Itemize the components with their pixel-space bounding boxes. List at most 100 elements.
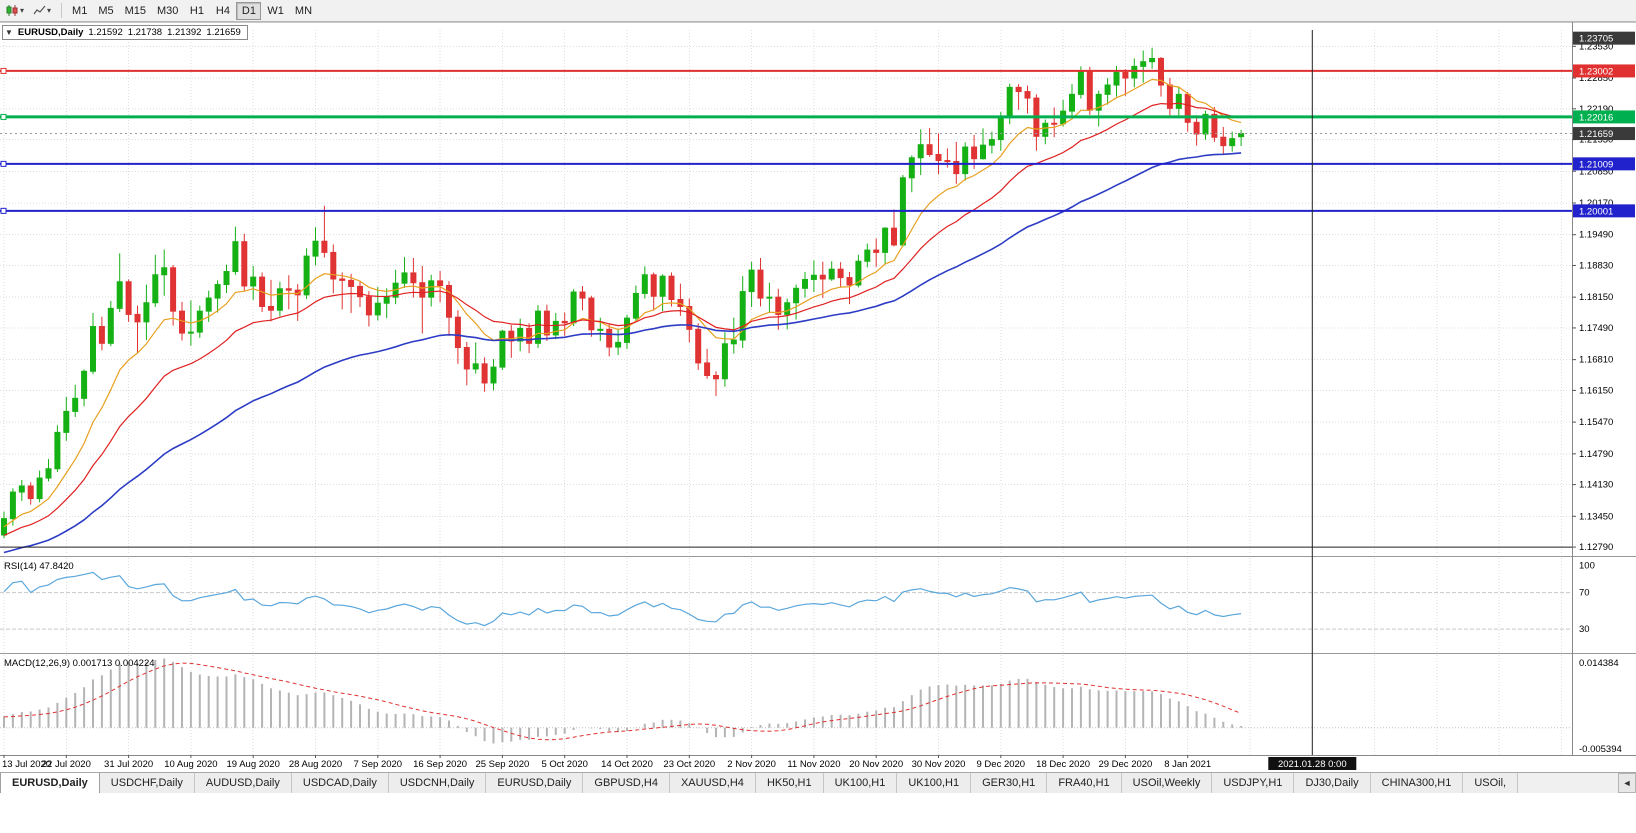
candle-body (98, 326, 105, 344)
candle-body (704, 362, 711, 376)
candle-body (1184, 93, 1191, 123)
chart-tab-FRA40-H1[interactable]: FRA40,H1 (1047, 773, 1122, 793)
date-label: 9 Dec 2020 (977, 759, 1026, 770)
candle-body (232, 241, 239, 273)
zoom-dropdown-button[interactable]: ▾ (29, 2, 55, 20)
crosshair-date-box (1268, 757, 1357, 770)
candle-body (1006, 86, 1013, 119)
chart-tab-USOil-[interactable]: USOil, (1463, 773, 1519, 793)
price-chart[interactable]: 1.23530 1.22850 1.22190 1.21530 1.20850 1.201… (0, 22, 1636, 772)
price-tick-label: 1.18150 (1579, 292, 1613, 303)
timeframe-button-H1[interactable]: H1 (184, 2, 209, 20)
candle-body (935, 153, 942, 162)
candle-body (1113, 71, 1120, 86)
timeframe-button-M30[interactable]: M30 (152, 2, 183, 20)
candle-body (535, 310, 541, 344)
chart-tab-USOil-Weekly[interactable]: USOil,Weekly (1121, 773, 1213, 793)
chart-tab-CHINA300-H1[interactable]: CHINA300,H1 (1370, 773, 1464, 793)
price-tick-label: 1.17490 (1579, 323, 1613, 334)
chart-tab-HK50-H1[interactable]: HK50,H1 (755, 773, 824, 793)
candle-body (686, 305, 693, 330)
candle-body (1175, 93, 1182, 109)
candle-body (446, 285, 452, 318)
candle-body (107, 307, 114, 344)
candle-body (757, 269, 764, 299)
candle-body (552, 320, 559, 336)
candle-body (268, 305, 274, 311)
line-chart-icon (33, 5, 46, 15)
chart-tab-EURUSD-Daily[interactable]: EURUSD,Daily (0, 773, 100, 793)
candle-body (561, 320, 568, 324)
line-handle[interactable] (0, 207, 7, 214)
candle-body (374, 302, 381, 316)
candle-body (1015, 86, 1022, 93)
chart-tab-USDCHF-Daily[interactable]: USDCHF,Daily (99, 773, 195, 793)
chart-tab-XAUUSD-H4[interactable]: XAUUSD,H4 (669, 773, 756, 793)
chart-tab-DJ30-Daily[interactable]: DJ30,Daily (1294, 773, 1371, 793)
chart-tab-USDCAD-Daily[interactable]: USDCAD,Daily (291, 773, 389, 793)
ohlc-low: 1.21392 (167, 27, 202, 38)
rsi-level-label: 100 (1579, 560, 1595, 571)
candle-body (1051, 122, 1058, 125)
candle-body (357, 285, 363, 298)
ohlc-close: 1.21659 (206, 27, 241, 38)
chart-tab-UK100-H1[interactable]: UK100,H1 (897, 773, 972, 793)
line-handle[interactable] (0, 160, 7, 167)
macd-axis-bottom-label: -0.005394 (1579, 744, 1622, 755)
candle-body (997, 117, 1004, 141)
candle-body (276, 288, 283, 311)
chart-tab-GBPUSD-H4[interactable]: GBPUSD,H4 (583, 773, 670, 793)
candle-body (810, 274, 817, 280)
timeframe-button-M1[interactable]: M1 (67, 2, 92, 20)
candle-body (214, 284, 221, 299)
candle-body (490, 366, 497, 384)
candle-body (864, 249, 871, 262)
chart-ohlc-readout: ▼ EURUSD,Daily 1.21592 1.21738 1.21392 1… (2, 25, 248, 40)
chart-tab-GER30-H1[interactable]: GER30,H1 (971, 773, 1048, 793)
candle-body (303, 255, 310, 296)
line-handle[interactable] (0, 67, 7, 74)
candle-body (615, 341, 622, 348)
candle-body (606, 328, 613, 348)
date-label: 7 Sep 2020 (353, 759, 402, 770)
timeframe-button-M5[interactable]: M5 (93, 2, 118, 20)
candle-body (882, 227, 889, 253)
timeframe-button-D1[interactable]: D1 (236, 1, 262, 20)
macd-label: MACD(12,26,9) 0.001713 0.004224 (4, 658, 155, 669)
chart-tab-bar: EURUSD,Daily USDCHF,Daily AUDUSD,Daily USDC… (0, 772, 1636, 793)
chart-tab-EURUSD-Daily[interactable]: EURUSD,Daily (486, 773, 584, 793)
chart-tab-USDJPY-H1[interactable]: USDJPY,H1 (1212, 773, 1295, 793)
candle-body (730, 339, 737, 345)
candle-body (721, 343, 728, 380)
date-label: 20 Nov 2020 (849, 759, 903, 770)
tab-scroll-left-button[interactable]: ◄ (1618, 773, 1636, 793)
candle-body (419, 282, 426, 298)
timeframe-button-W1[interactable]: W1 (262, 2, 289, 20)
chart-tab-USDCNH-Daily[interactable]: USDCNH,Daily (388, 773, 487, 793)
candle-body (650, 274, 657, 297)
candle-body (81, 370, 88, 399)
timeframe-button-M15[interactable]: M15 (120, 2, 151, 20)
toolbar-separator (61, 3, 63, 18)
candle-body (1131, 65, 1138, 79)
hline-price-label (1573, 110, 1635, 124)
candle-body (161, 267, 168, 276)
price-tick-label: 1.19490 (1579, 230, 1613, 241)
chart-tab-UK100-H1[interactable]: UK100,H1 (823, 773, 898, 793)
chevron-down-icon: ▾ (47, 5, 52, 15)
timeframe-button-H4[interactable]: H4 (210, 2, 235, 20)
price-tick-label: 1.12790 (1579, 542, 1613, 553)
candle-body (312, 240, 319, 257)
date-label: 18 Dec 2020 (1036, 759, 1090, 770)
price-tick-label: 1.20850 (1579, 166, 1613, 177)
price-tick-label: 1.18830 (1579, 260, 1613, 271)
candle-body (223, 271, 230, 286)
line-handle[interactable] (0, 113, 7, 120)
timeframe-button-MN[interactable]: MN (290, 2, 317, 20)
price-tick-label: 1.13450 (1579, 511, 1613, 522)
chart-type-button[interactable]: ▾ (2, 2, 28, 20)
chart-tab-AUDUSD-Daily[interactable]: AUDUSD,Daily (194, 773, 292, 793)
candle-body (383, 296, 390, 304)
one-click-trading-toggle[interactable]: ▼ (5, 28, 13, 37)
svg-text:1.21009: 1.21009 (1579, 159, 1613, 170)
